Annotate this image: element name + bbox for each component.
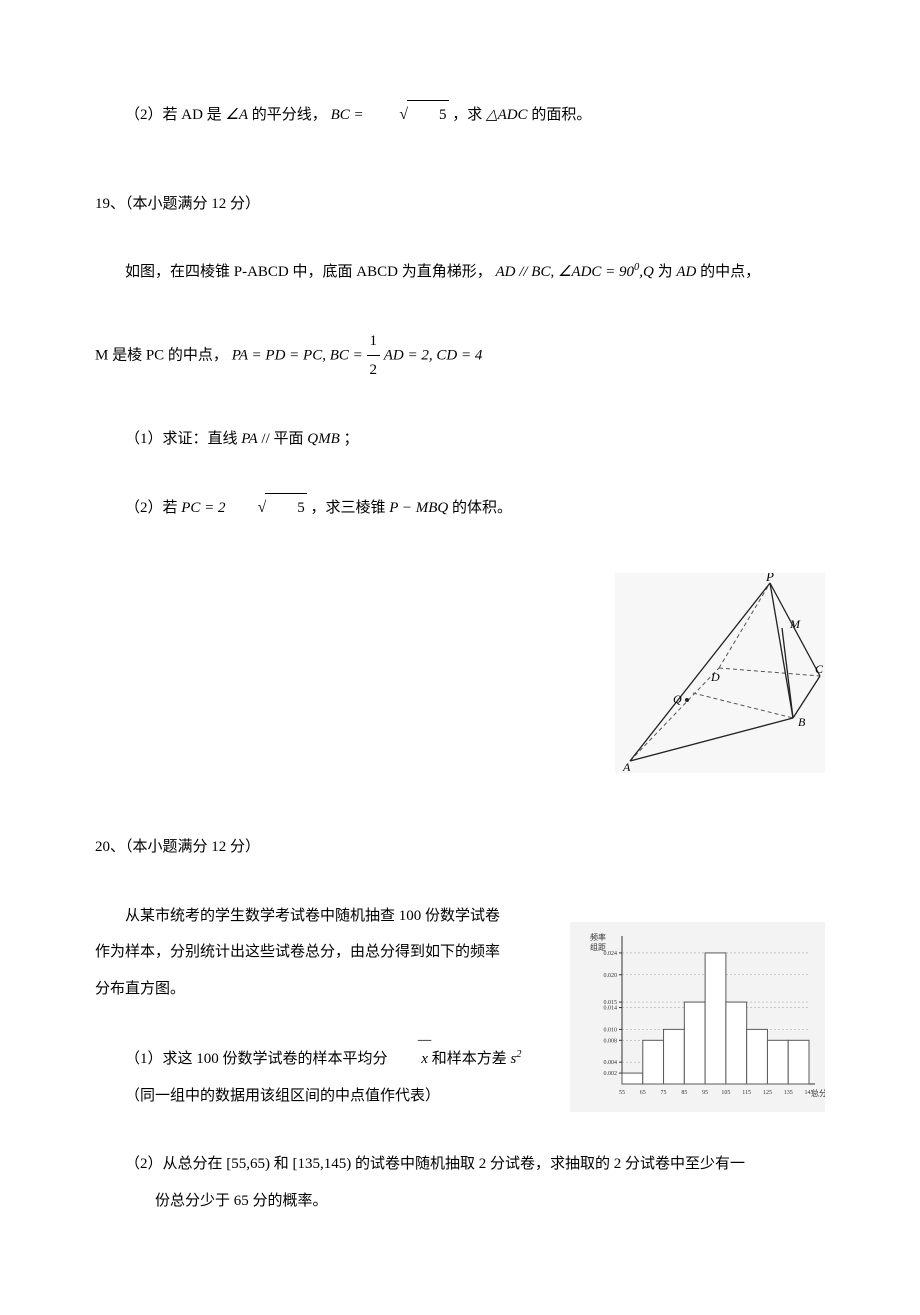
sqrt5-2: √5 [226,493,307,523]
q19-header: 19、（本小题满分 12 分） [95,190,825,219]
svg-text:频率: 频率 [590,932,606,942]
q19-adeq: AD = 2, CD = 4 [384,347,483,363]
svg-text:0.024: 0.024 [604,951,618,957]
q20-p2c: 份总分少于 65 分的概率。 [95,1187,825,1216]
svg-text:C: C [815,662,824,676]
q18-p2-a: （2）若 AD 是 [125,107,222,123]
svg-text:M: M [789,617,801,631]
svg-text:P: P [765,573,774,584]
sqrt-5: √5 [367,100,448,130]
svg-text:75: 75 [661,1090,667,1096]
svg-text:0.010: 0.010 [604,1027,618,1033]
q18-p2: （2）若 AD 是 ∠A 的平分线， BC = √5 ，求 △ADC 的面积。 [95,100,825,130]
half-frac: 12 [367,327,381,385]
q19-l1a: 如图，在四棱锥 P-ABCD 中，底面 ABCD 为直角梯形， [125,264,492,280]
svg-text:D: D [710,670,720,684]
svg-text:0.008: 0.008 [604,1038,618,1044]
svg-text:Q: Q [673,692,682,706]
bc-eq: BC = [331,107,364,123]
q18-p2-b: 的平分线， [252,107,327,123]
svg-text:125: 125 [763,1090,772,1096]
svg-text:A: A [622,760,631,773]
svg-text:95: 95 [702,1090,708,1096]
q18-p2-c: ，求 [452,107,482,123]
svg-text:B: B [798,715,806,729]
svg-text:85: 85 [681,1090,687,1096]
q19-p1: （1）求证：直线 PA // 平面 QMB ； [95,425,825,454]
svg-text:0.020: 0.020 [604,973,618,979]
q19-line1: 如图，在四棱锥 P-ABCD 中，底面 ABCD 为直角梯形， AD // BC… [95,258,825,287]
s-squared: s2 [510,1051,521,1067]
q20-p2: （2）从总分在 [55,65) 和 [135,145) 的试卷中随机抽取 2 分… [95,1150,825,1179]
svg-text:0.014: 0.014 [604,1005,618,1011]
xbar: x [391,1043,428,1074]
svg-text:55: 55 [619,1090,625,1096]
q19-eqs: PA = PD = PC, BC = [232,347,363,363]
q19-line2: M 是棱 PC 的中点， PA = PD = PC, BC = 12 AD = … [95,327,825,385]
svg-text:135: 135 [784,1090,793,1096]
svg-text:65: 65 [640,1090,646,1096]
svg-text:0.015: 0.015 [604,1000,618,1006]
tri-adc: △ADC [486,107,528,123]
angle-a: ∠A [225,107,248,123]
q19-l2a: M 是棱 PC 的中点， [95,347,228,363]
histogram-svg: 频率组距总分0.0020.0040.0080.0100.0140.0150.02… [570,922,825,1112]
svg-text:0.004: 0.004 [604,1060,618,1066]
q19-para: AD // BC [495,264,550,280]
svg-text:0.002: 0.002 [604,1071,618,1077]
q18-p2-d: 的面积。 [531,107,591,123]
svg-text:105: 105 [721,1090,730,1096]
q19-figure: P M C B D Q A [615,573,825,773]
q19-angle: ∠ADC = 900 [558,264,639,280]
q20-chart: 频率组距总分0.0020.0040.0080.0100.0140.0150.02… [570,922,825,1112]
pyramid-svg: P M C B D Q A [615,573,825,773]
svg-text:145: 145 [805,1090,814,1096]
svg-text:115: 115 [742,1090,751,1096]
q20-header: 20、（本小题满分 12 分） [95,833,825,862]
q19-p2: （2）若 PC = 2√5 ，求三棱锥 P − MBQ 的体积。 [95,493,825,523]
